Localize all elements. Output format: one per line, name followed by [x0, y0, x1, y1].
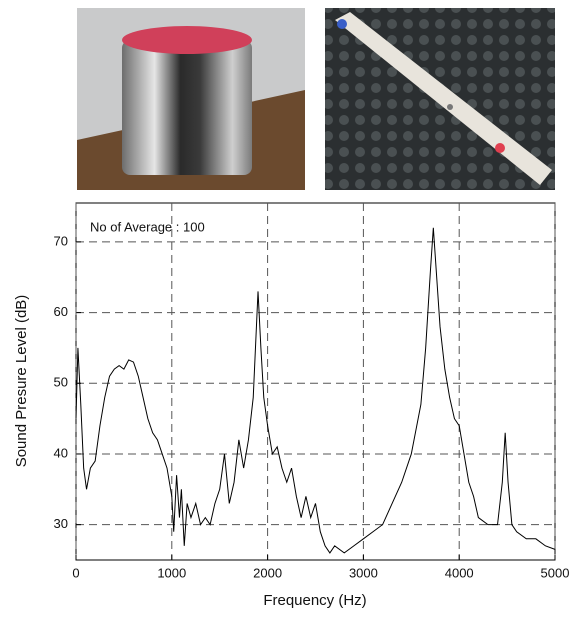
x-tick-label: 1000 — [157, 565, 186, 580]
x-axis-label: Frequency (Hz) — [263, 592, 366, 609]
x-tick-label: 2000 — [253, 565, 282, 580]
y-tick-label: 50 — [54, 375, 68, 390]
y-tick-label: 30 — [54, 516, 68, 531]
spectrum-line — [75, 227, 556, 554]
x-tick-label: 4000 — [445, 565, 474, 580]
x-tick-label: 0 — [72, 565, 79, 580]
y-tick-label: 60 — [54, 304, 68, 319]
plot-frame — [75, 202, 556, 561]
x-tick-label: 5000 — [541, 565, 570, 580]
x-tick-label: 3000 — [349, 565, 378, 580]
annotation: No of Average : 100 — [90, 219, 205, 234]
photo-magnet — [77, 8, 305, 190]
y-tick-label: 70 — [54, 233, 68, 248]
y-tick-label: 40 — [54, 445, 68, 460]
photo-bar — [325, 8, 555, 190]
y-axis-label: Sound Presure Level (dB) — [13, 295, 30, 468]
